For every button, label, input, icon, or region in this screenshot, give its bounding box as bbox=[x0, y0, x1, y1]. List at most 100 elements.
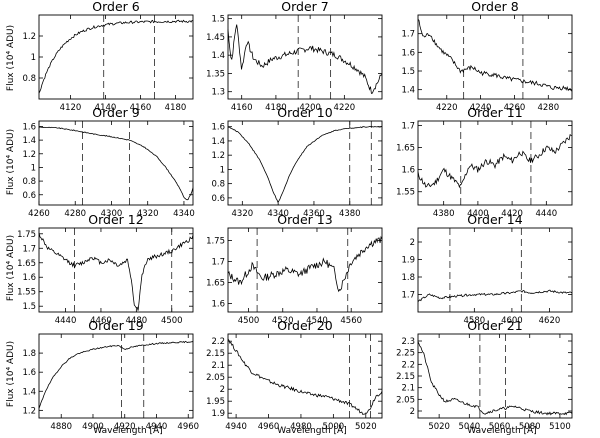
plot-frame bbox=[38, 227, 194, 313]
x-tick-label: 4160 bbox=[130, 103, 152, 113]
y-tick-label: 1.8 bbox=[22, 349, 36, 359]
y-tick-label: 2.1 bbox=[211, 361, 225, 371]
x-tick-label: 5020 bbox=[355, 422, 377, 432]
x-tick-label: 4460 bbox=[90, 316, 112, 326]
y-tick-label: 2.05 bbox=[206, 373, 225, 383]
panel-4: Order 10 4320 4340 4360 4380 0.6 0.8 1 1.2 1.4 1.6 bbox=[211, 105, 383, 219]
panel-11: Order 21 5020 5040 5060 5080 5100 2 2.052.1 2.15… bbox=[396, 318, 573, 432]
panel-title: Order 13 bbox=[277, 212, 332, 227]
x-axis-label-col1: Wavelength [Å] bbox=[93, 424, 162, 436]
y-axis-label-row1: Flux (10⁴ ADU) bbox=[6, 25, 16, 91]
y-tick-label: 0.8 bbox=[211, 180, 225, 190]
x-tick-label: 4900 bbox=[82, 422, 104, 432]
panel-title: Order 14 bbox=[467, 212, 522, 227]
y-tick-label: 2.1 bbox=[401, 384, 415, 394]
panel-3: Order 9 4260 4280 4300 4320 4340 0.6 0.8 1 1.2 1.4… bbox=[22, 105, 194, 219]
y-tick-label: 1.7 bbox=[22, 244, 36, 254]
y-tick-label: 1.9 bbox=[211, 409, 225, 419]
spectrum-line bbox=[38, 340, 194, 409]
x-tick-label: 4560 bbox=[340, 316, 362, 326]
y-tick-label: 1.8 bbox=[401, 273, 415, 283]
plot-frame bbox=[227, 120, 383, 206]
y-axis-label-row2: Flux (10⁴ ADU) bbox=[6, 129, 16, 195]
y-tick-label: 1.3 bbox=[211, 88, 225, 98]
x-tick-label: 4440 bbox=[536, 209, 558, 219]
y-tick-label: 2 bbox=[410, 407, 415, 417]
panel-title: Order 20 bbox=[277, 318, 332, 333]
y-tick-label: 0.6 bbox=[211, 194, 225, 204]
y-tick-label: 2 bbox=[220, 385, 225, 395]
panel-9: Order 19 4880 4900 4920 4940 4960 1.2 1.4 1.6 1.8 bbox=[22, 318, 199, 432]
spectrum-line bbox=[417, 289, 573, 302]
y-tick-label: 1.4 bbox=[211, 137, 225, 147]
plot-frame bbox=[417, 120, 573, 206]
y-tick-label: 0.8 bbox=[22, 74, 36, 84]
y-tick-label: 1.6 bbox=[401, 166, 415, 176]
x-tick-label: 4940 bbox=[225, 422, 247, 432]
plot-frame bbox=[227, 227, 383, 313]
y-tick-label: 2.05 bbox=[396, 395, 415, 405]
y-tick-label: 0.8 bbox=[22, 177, 36, 187]
x-tick-label: 4960 bbox=[258, 422, 280, 432]
x-tick-label: 4180 bbox=[265, 103, 287, 113]
x-tick-label: 4380 bbox=[339, 209, 361, 219]
panel-title: Order 11 bbox=[467, 105, 522, 120]
plot-frame bbox=[38, 14, 194, 100]
y-tick-label: 1.6 bbox=[22, 273, 36, 283]
x-tick-label: 4600 bbox=[501, 316, 523, 326]
y-tick-label: 1 bbox=[31, 53, 36, 63]
y-tick-label: 1.7 bbox=[401, 121, 415, 131]
x-tick-label: 4300 bbox=[101, 209, 123, 219]
panel-8: Order 14 4580 4600 4620 1.7 1.8 1.9 2 bbox=[401, 212, 573, 326]
x-tick-label: 4340 bbox=[173, 209, 195, 219]
x-tick-label: 4440 bbox=[55, 316, 77, 326]
spectrum-line bbox=[227, 24, 383, 94]
plot-frame bbox=[417, 14, 573, 100]
y-axis-label-row4: Flux (10⁴ ADU) bbox=[6, 341, 16, 407]
y-tick-label: 2.25 bbox=[396, 349, 415, 359]
plot-frame bbox=[227, 14, 383, 100]
y-tick-label: 1.55 bbox=[396, 188, 415, 198]
y-tick-label: 1.7 bbox=[401, 291, 415, 301]
plot-frame bbox=[417, 227, 573, 313]
x-tick-label: 4220 bbox=[334, 103, 356, 113]
x-tick-label: 4220 bbox=[436, 103, 458, 113]
x-tick-label: 4540 bbox=[306, 316, 328, 326]
y-tick-label: 1.2 bbox=[22, 150, 36, 160]
y-tick-label: 2.15 bbox=[206, 349, 225, 359]
x-tick-label: 5060 bbox=[489, 422, 511, 432]
y-tick-label: 1.65 bbox=[206, 279, 225, 289]
x-tick-label: 4280 bbox=[64, 209, 86, 219]
x-tick-label: 4580 bbox=[464, 316, 486, 326]
x-tick-label: 4120 bbox=[60, 103, 82, 113]
x-tick-label: 4160 bbox=[231, 103, 253, 113]
y-tick-label: 1.5 bbox=[22, 302, 36, 312]
x-tick-label: 4280 bbox=[537, 103, 559, 113]
panel-title: Order 9 bbox=[92, 105, 139, 120]
x-tick-label: 5040 bbox=[459, 422, 481, 432]
y-tick-label: 1.7 bbox=[401, 30, 415, 40]
panel-5: Order 11 4380 4400 4420 4440 1.55 1.6 1.65 1.7 bbox=[396, 105, 573, 219]
y-tick-label: 1.4 bbox=[22, 136, 36, 146]
y-tick-label: 1.4 bbox=[211, 51, 225, 61]
y-tick-label: 1.9 bbox=[401, 256, 415, 266]
panel-6: Order 12 4440 4460 4480 4500 1.5 1.55 1.6 1.65 1.… bbox=[17, 212, 194, 326]
y-tick-label: 1.65 bbox=[17, 259, 36, 269]
y-tick-label: 1.6 bbox=[22, 368, 36, 378]
x-tick-label: 4500 bbox=[161, 316, 183, 326]
y-tick-label: 1 bbox=[220, 165, 225, 175]
y-tick-label: 1.7 bbox=[211, 258, 225, 268]
y-tick-label: 0.6 bbox=[22, 191, 36, 201]
x-tick-label: 4320 bbox=[137, 209, 159, 219]
x-tick-label: 4140 bbox=[95, 103, 117, 113]
y-tick-label: 1.6 bbox=[211, 123, 225, 133]
y-tick-label: 1.6 bbox=[211, 300, 225, 310]
x-tick-label: 4260 bbox=[28, 209, 50, 219]
y-tick-label: 1.2 bbox=[211, 151, 225, 161]
x-tick-label: 4340 bbox=[267, 209, 289, 219]
y-tick-label: 1.75 bbox=[17, 230, 36, 240]
y-tick-label: 1.5 bbox=[211, 15, 225, 25]
x-tick-label: 5020 bbox=[428, 422, 450, 432]
x-tick-label: 4520 bbox=[272, 316, 294, 326]
